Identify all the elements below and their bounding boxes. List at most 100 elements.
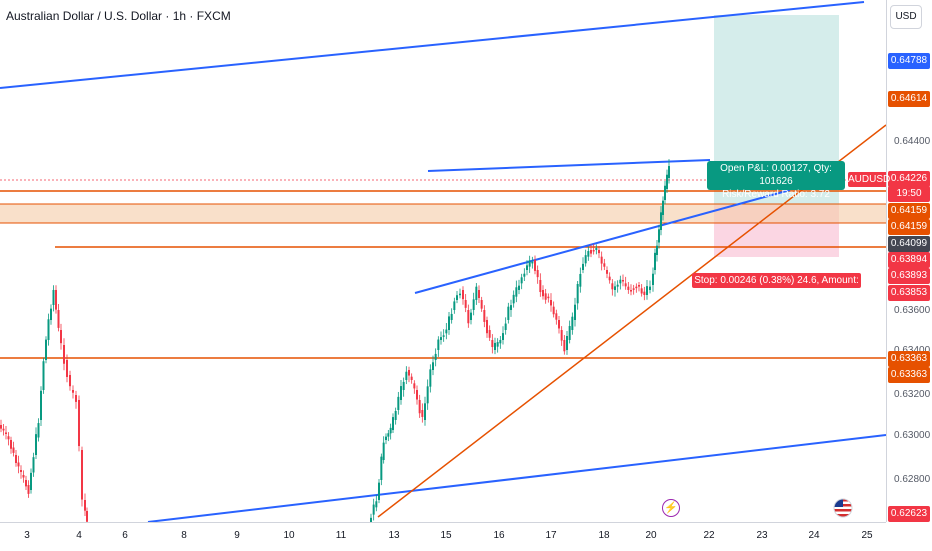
candle-body [504, 323, 507, 330]
candle-body [494, 342, 496, 350]
candle-body [627, 286, 630, 290]
candle-body [483, 310, 486, 322]
candle-body [30, 472, 32, 490]
time-label: 9 [234, 530, 240, 541]
candle-body [560, 330, 563, 341]
candle-body [603, 263, 606, 267]
candle-body [429, 369, 432, 387]
candle-body [510, 305, 512, 310]
candle-body [50, 308, 52, 320]
candle-body [372, 504, 375, 515]
price-chart[interactable] [0, 0, 886, 522]
candlesticks [0, 159, 670, 522]
resistance-line[interactable] [427, 159, 711, 172]
candle-body [75, 395, 77, 402]
time-label: 13 [388, 530, 400, 541]
candle-body [66, 360, 68, 377]
time-label: 3 [24, 530, 30, 541]
candle-body [32, 457, 35, 473]
candle-body [421, 410, 424, 417]
candle-body [550, 300, 552, 306]
candle-body [15, 455, 17, 463]
candle-body [45, 339, 47, 360]
scale-label: 0.62800 [894, 474, 931, 485]
candle-body [5, 432, 7, 434]
wedge-upper-line[interactable] [414, 189, 791, 294]
candle-body [380, 456, 383, 480]
candle-body [27, 485, 30, 494]
time-label: 4 [76, 530, 82, 541]
candle-body [488, 330, 491, 338]
support-band[interactable] [0, 204, 886, 223]
price-badge: 0.63894 [888, 252, 930, 268]
time-label: 23 [756, 530, 768, 541]
position-pnl-label[interactable]: Open P&L: 0.00127, Qty: 101626 Risk/Rewa… [707, 161, 845, 200]
chart-area[interactable] [0, 0, 886, 522]
candle-body [408, 370, 410, 376]
stop-label[interactable]: Stop: 0.00246 (0.38%) 24.6, Amount: 750 [692, 273, 861, 301]
candle-body [0, 425, 2, 429]
candle-body [448, 316, 450, 330]
candle-body [624, 283, 627, 287]
candle-body [392, 417, 394, 430]
candle-body [470, 312, 472, 320]
candle-body [25, 480, 27, 487]
price-badge: 0.63893 [888, 268, 930, 284]
candle-body [547, 296, 550, 299]
candle-body [606, 270, 608, 274]
candle-body [496, 342, 499, 347]
candle-body [2, 428, 5, 431]
candle-body [542, 290, 544, 297]
candle-body [86, 511, 88, 522]
candle-body [478, 290, 480, 299]
candle-body [584, 255, 587, 264]
time-label: 17 [545, 530, 557, 541]
candle-body [658, 229, 660, 243]
candle-body [619, 279, 622, 284]
candle-body [416, 390, 418, 400]
price-badge: 0.63363 [888, 351, 930, 367]
candle-body [491, 340, 494, 348]
candle-body [518, 285, 520, 290]
price-badge: 0.63853 [888, 285, 930, 301]
candle-body [614, 286, 616, 290]
currency-button[interactable]: USD [890, 5, 922, 29]
channel-bottom-line[interactable] [147, 434, 886, 522]
candle-body [442, 335, 445, 337]
symbol-tag: AUDUSD [848, 172, 891, 187]
candle-body [378, 482, 380, 500]
candle-body [598, 250, 600, 254]
candle-body [635, 286, 638, 289]
candle-body [472, 299, 475, 310]
symbol-title[interactable]: Australian Dollar / U.S. Dollar · 1h · F… [6, 9, 231, 23]
candle-body [544, 293, 547, 300]
wedge-lower-line[interactable] [377, 124, 886, 518]
candle-body [426, 386, 429, 404]
time-label: 11 [335, 530, 347, 541]
scale-label: 0.63000 [894, 430, 931, 441]
lightning-icon[interactable]: ⚡ [662, 499, 680, 517]
candle-body [60, 330, 62, 344]
candle-body [387, 433, 390, 437]
candle-body [499, 339, 502, 344]
risk-reward-text: Risk/Reward Ratio: 3.72 [722, 189, 830, 200]
candle-body [480, 300, 483, 309]
time-scale[interactable] [0, 522, 886, 551]
channel-top-line[interactable] [0, 1, 865, 89]
candle-body [512, 294, 515, 304]
scale-label: 0.63200 [894, 389, 931, 400]
candle-body [643, 291, 646, 295]
candle-body [462, 290, 464, 300]
us-flag-icon[interactable] [833, 498, 853, 518]
candle-body [397, 396, 400, 410]
candle-body [437, 339, 440, 350]
candle-body [375, 501, 378, 508]
candle-body [7, 436, 10, 440]
candle-body [571, 316, 574, 330]
candle-body [632, 288, 635, 290]
candle-body [640, 288, 643, 294]
candle-body [576, 284, 579, 304]
candle-body [55, 290, 57, 310]
time-label: 8 [181, 530, 187, 541]
candle-body [520, 277, 523, 284]
